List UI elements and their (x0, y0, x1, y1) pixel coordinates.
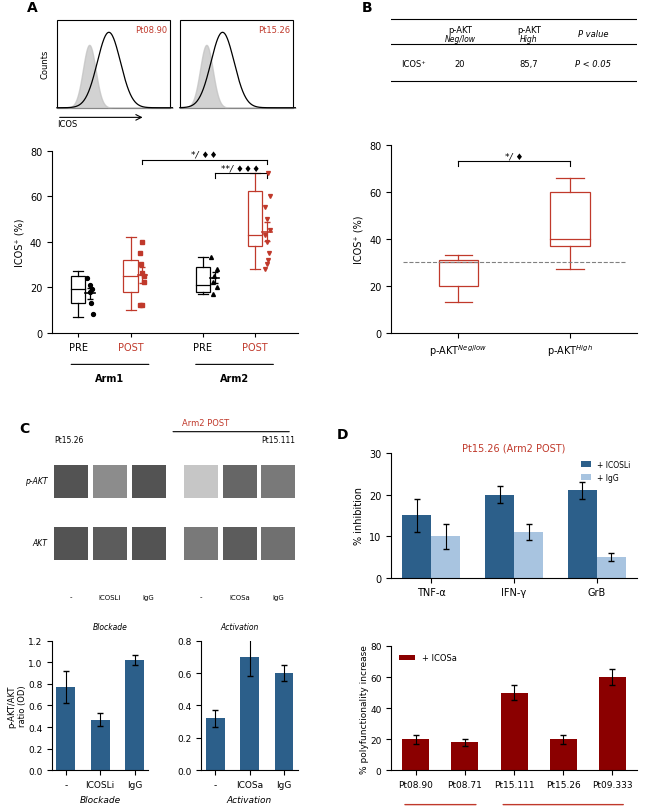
Bar (206, 719, 225, 770)
Bar (261, 466, 296, 499)
Bar (184, 527, 218, 560)
Text: Counts: Counts (40, 49, 49, 79)
Text: P < 0.05: P < 0.05 (575, 60, 611, 69)
Bar (452, 743, 478, 770)
Legend: + ICOSLi, + IgG: + ICOSLi, + IgG (578, 457, 633, 485)
X-axis label: Activation: Activation (227, 795, 272, 804)
Text: Neg/low: Neg/low (445, 35, 476, 44)
Text: ICOSa: ICOSa (229, 594, 250, 600)
Text: -: - (70, 594, 73, 600)
Y-axis label: ICOS⁺ (%): ICOS⁺ (%) (354, 215, 363, 264)
Title: Pt15.26 (Arm2 POST): Pt15.26 (Arm2 POST) (462, 443, 566, 453)
Text: Arm2: Arm2 (220, 374, 249, 384)
X-axis label: Blockade: Blockade (80, 795, 121, 804)
Text: ICOS: ICOS (57, 120, 77, 129)
Text: IgG: IgG (143, 594, 155, 600)
Text: Blockade: Blockade (92, 622, 127, 631)
Bar (568, 491, 597, 577)
Bar (55, 527, 88, 560)
Text: */ ♦♦: */ ♦♦ (191, 150, 218, 159)
Bar (180, 21, 293, 109)
Text: P value: P value (577, 30, 608, 39)
Y-axis label: ICOS⁺ (%): ICOS⁺ (%) (14, 218, 24, 267)
Text: B: B (361, 1, 372, 15)
Bar (402, 516, 432, 577)
Bar (71, 277, 85, 303)
Text: */ ♦: */ ♦ (505, 152, 523, 161)
Text: Pt08.90: Pt08.90 (135, 26, 168, 35)
Bar (599, 677, 626, 770)
Text: A: A (27, 2, 38, 15)
Bar (550, 740, 577, 770)
Text: Arm2 POST: Arm2 POST (182, 418, 229, 427)
Text: Arm1: Arm1 (95, 374, 124, 384)
Text: -: - (200, 594, 202, 600)
Text: p-AKT: p-AKT (448, 26, 472, 35)
Bar (93, 466, 127, 499)
Text: Pt15.111: Pt15.111 (261, 435, 296, 444)
Text: C: C (20, 421, 30, 436)
Bar (223, 527, 257, 560)
Text: Pt15.26: Pt15.26 (55, 435, 84, 444)
Bar (432, 536, 460, 577)
Bar (514, 532, 543, 577)
Text: AKT: AKT (32, 539, 47, 547)
Y-axis label: % inhibition: % inhibition (354, 487, 363, 545)
Legend: + ICOSa: + ICOSa (395, 650, 460, 666)
Bar (93, 527, 127, 560)
Bar (196, 268, 210, 292)
Bar (125, 660, 144, 770)
Bar (57, 687, 75, 770)
Bar (274, 673, 293, 770)
Text: 85,7: 85,7 (519, 60, 538, 69)
Bar (57, 21, 170, 109)
Bar (184, 466, 218, 499)
Bar (124, 260, 138, 292)
Bar (261, 527, 296, 560)
Bar (485, 495, 514, 577)
Text: Activation: Activation (220, 622, 259, 631)
Bar (248, 192, 263, 247)
Bar (500, 693, 528, 770)
Text: Pt15.26: Pt15.26 (258, 26, 291, 35)
Bar (240, 657, 259, 770)
Text: p-AKT: p-AKT (25, 476, 47, 485)
Text: ICOSLi: ICOSLi (99, 594, 121, 600)
Bar (223, 466, 257, 499)
Text: p-AKT: p-AKT (517, 26, 541, 35)
Bar (91, 719, 110, 770)
Bar (131, 466, 166, 499)
Text: **/ ♦♦♦: **/ ♦♦♦ (221, 164, 261, 173)
Y-axis label: % polyfunctionality increase: % polyfunctionality increase (359, 644, 369, 773)
Bar (597, 557, 626, 577)
Bar (551, 192, 590, 247)
Text: High: High (520, 35, 538, 44)
Bar (55, 466, 88, 499)
Bar (131, 527, 166, 560)
Bar (439, 260, 478, 286)
Text: ICOS⁺: ICOS⁺ (401, 60, 426, 69)
Text: D: D (337, 427, 348, 442)
Text: IgG: IgG (272, 594, 284, 600)
Text: 20: 20 (455, 60, 465, 69)
Y-axis label: p-AKT/AKT
ratio (OD): p-AKT/AKT ratio (OD) (7, 684, 27, 727)
Bar (402, 740, 430, 770)
